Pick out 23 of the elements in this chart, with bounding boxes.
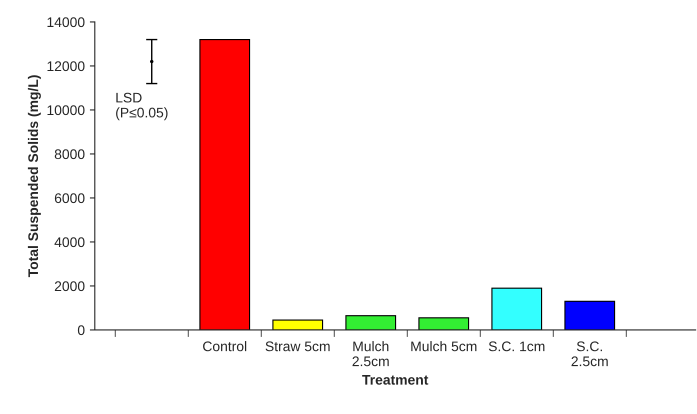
bar (272, 320, 324, 330)
x-tick-label: S.C. 2.5cm (572, 341, 608, 366)
bar (345, 315, 396, 330)
bar (418, 317, 470, 330)
y-tick-label: 14000 (48, 17, 85, 28)
x-tick-label: S.C. 1cm (488, 341, 544, 352)
x-tick-label: Control (203, 341, 246, 352)
y-tick-label: 2000 (54, 281, 85, 292)
bar (199, 38, 250, 330)
y-tick-label: 12000 (48, 61, 85, 72)
bar (491, 288, 542, 330)
x-axis-title: Treatment (362, 375, 428, 385)
y-tick-label: 10000 (48, 105, 85, 116)
y-tick-label: 8000 (54, 149, 85, 160)
annotation: LSD (P≤0.05) (116, 92, 168, 120)
y-tick-label: 4000 (54, 237, 85, 248)
y-axis-title: Total Suspended Solids (mg/L) (28, 75, 41, 278)
y-tick-label: 6000 (54, 193, 85, 204)
y-tick-label: 0 (78, 325, 85, 336)
x-tick-label: Mulch 2.5cm (352, 341, 389, 366)
x-tick-label: Straw 5cm (266, 341, 330, 352)
bar (564, 300, 616, 330)
x-tick-label: Mulch 5cm (411, 341, 476, 352)
